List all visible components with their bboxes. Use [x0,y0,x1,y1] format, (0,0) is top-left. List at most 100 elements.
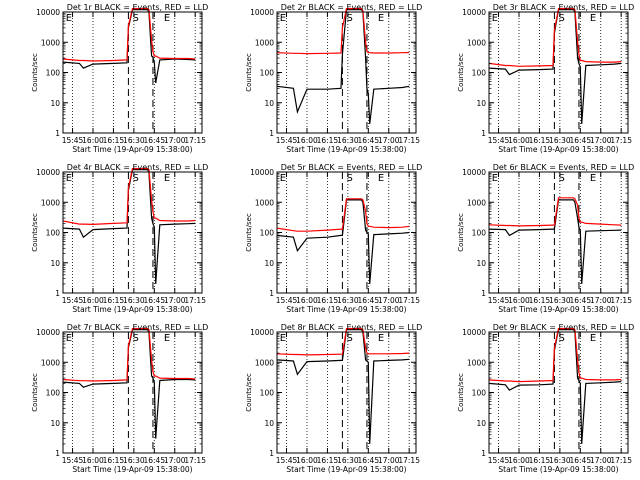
y-axis-label: Counts/sec [245,373,253,412]
x-tick-label: 17:00 [590,136,612,145]
interval-marker-label: E [378,333,384,344]
interval-marker-label: E [590,173,596,184]
y-tick-label: 10000 [36,8,60,17]
interval-marker-label: S [133,13,139,24]
interval-marker-label: S [133,173,139,184]
chart-title: Det 3r BLACK = Events, RED = LLD [493,3,635,12]
x-tick-label: 16:15 [103,456,125,465]
x-tick-label: 17:15 [184,296,206,305]
y-tick-label: 1000 [41,198,60,207]
x-tick-label: 17:00 [378,136,400,145]
y-axis-label: Counts/sec [245,213,253,252]
y-tick-label: 1 [55,129,60,138]
x-tick-label: 16:30 [549,136,571,145]
y-tick-label: 100 [260,229,275,238]
x-tick-label: 16:15 [103,296,125,305]
y-tick-label: 1 [55,289,60,298]
x-tick-label: 16:45 [143,136,165,145]
chart-panel-5: 1 10 100 1000 10000 15:4516:0016:1516:3016:45… [245,163,422,314]
interval-marker-label: S [559,173,565,184]
plot-frame [488,171,629,294]
x-tick-label: 16:45 [357,456,379,465]
interval-marker-label: E [164,173,170,184]
events-series-line [276,9,410,124]
chart-panel-8: 1 10 100 1000 10000 15:4516:0016:1516:3016:45… [245,323,422,474]
chart-title: Det 8r BLACK = Events, RED = LLD [281,323,423,332]
events-series-line [62,9,196,84]
events-series-line [488,329,622,444]
x-tick-label: 16:00 [82,296,104,305]
lld-series-line [276,198,410,232]
x-axis-label: Start Time (19-Apr-09 15:38:00) [72,145,192,154]
x-axis-label: Start Time (19-Apr-09 15:38:00) [498,145,618,154]
x-tick-label: 17:00 [378,456,400,465]
events-series-line [488,199,622,284]
interval-marker-label: E [280,333,286,344]
x-tick-label: 17:15 [398,456,420,465]
x-tick-label: 17:00 [590,296,612,305]
y-axis-label: Counts/sec [31,53,39,92]
chart-title: Det 7r BLACK = Events, RED = LLD [67,323,209,332]
lld-series-line [62,168,196,226]
x-tick-label: 16:30 [337,136,359,145]
plot-frame [62,11,203,134]
interval-marker-label: S [347,173,353,184]
x-tick-label: 16:45 [357,136,379,145]
chart-panel-2: 1 10 100 1000 10000 15:4516:0016:1516:3016:45… [245,3,422,154]
x-tick-label: 16:00 [508,296,530,305]
x-tick-label: 15:45 [276,296,298,305]
lld-series-line [62,328,196,382]
x-tick-label: 16:45 [357,296,379,305]
lld-series-line [62,8,196,62]
x-tick-label: 16:00 [296,456,318,465]
y-tick-label: 100 [472,389,487,398]
y-tick-label: 1000 [255,38,274,47]
y-tick-label: 100 [260,389,275,398]
chart-title: Det 9r BLACK = Events, RED = LLD [493,323,635,332]
y-tick-label: 10 [476,99,486,108]
y-tick-label: 10000 [250,328,274,337]
events-series-line [276,199,410,284]
x-tick-label: 16:45 [569,456,591,465]
plot-frame [488,331,629,454]
lld-series-line [488,197,622,227]
interval-marker-label: E [66,173,72,184]
y-tick-label: 1 [269,449,274,458]
y-tick-label: 10000 [462,8,486,17]
interval-marker-label: E [280,173,286,184]
y-tick-label: 1 [481,449,486,458]
x-tick-label: 16:00 [82,456,104,465]
plot-frame [488,11,629,134]
chart-title: Det 5r BLACK = Events, RED = LLD [281,163,423,172]
x-tick-label: 16:30 [123,456,145,465]
y-tick-label: 100 [46,389,61,398]
x-tick-label: 16:15 [317,136,339,145]
x-tick-label: 16:30 [337,456,359,465]
x-axis-label: Start Time (19-Apr-09 15:38:00) [286,465,406,474]
interval-marker-label: S [347,13,353,24]
x-tick-label: 15:45 [276,456,298,465]
x-tick-label: 16:00 [296,136,318,145]
interval-marker-label: E [66,13,72,24]
y-tick-label: 1 [481,289,486,298]
chart-panel-7: 1 10 100 1000 10000 15:4516:0016:1516:3016:45… [31,323,208,474]
plot-frame [276,331,417,454]
y-tick-label: 1 [269,129,274,138]
y-tick-label: 10000 [250,168,274,177]
y-tick-label: 100 [260,69,275,78]
x-tick-label: 15:45 [62,456,84,465]
events-series-line [488,9,622,124]
y-tick-label: 10 [50,419,60,428]
y-tick-label: 10000 [36,168,60,177]
interval-marker-label: E [492,173,498,184]
y-tick-label: 100 [46,229,61,238]
x-tick-label: 17:15 [398,136,420,145]
y-tick-label: 1 [481,129,486,138]
x-tick-label: 16:00 [296,296,318,305]
y-tick-label: 10 [264,419,274,428]
interval-marker-label: E [590,333,596,344]
y-axis-label: Counts/sec [31,373,39,412]
events-series-line [62,329,196,439]
interval-marker-label: E [378,13,384,24]
